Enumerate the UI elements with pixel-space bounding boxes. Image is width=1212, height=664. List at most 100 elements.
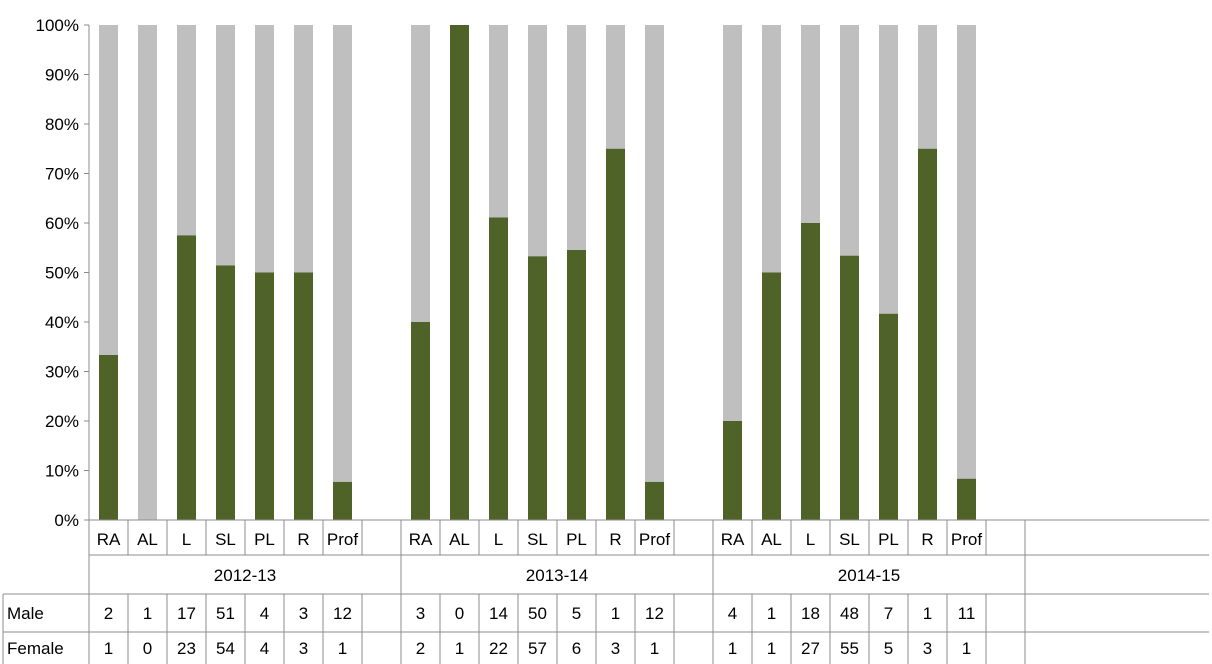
group-label: 2014-15 [838, 566, 900, 585]
bar-male [567, 25, 586, 250]
bar-female [99, 355, 118, 520]
table-cell: 1 [923, 604, 932, 623]
table-cell: 17 [177, 604, 196, 623]
bar-male [957, 25, 976, 479]
bar-female [957, 478, 976, 520]
y-tick-label: 30% [45, 363, 79, 382]
table-cell: 12 [333, 604, 352, 623]
y-tick-label: 60% [45, 214, 79, 233]
bar-male [411, 25, 430, 322]
table-cell: 3 [299, 604, 308, 623]
bar-female [216, 265, 235, 520]
table-cell: 48 [840, 604, 859, 623]
y-tick-label: 100% [36, 16, 79, 35]
bar-female [762, 272, 781, 520]
table-cell: 57 [528, 639, 547, 658]
category-label: R [297, 530, 309, 549]
table-cell: 11 [958, 604, 976, 623]
category-label: Prof [639, 530, 670, 549]
group-label: 2013-14 [526, 566, 588, 585]
bar-male [294, 25, 313, 273]
y-tick-label: 10% [45, 462, 79, 481]
table-cell: 3 [611, 639, 620, 658]
y-tick-label: 80% [45, 115, 79, 134]
bar-male [333, 25, 352, 482]
table-cell: 6 [572, 639, 581, 658]
category-label: SL [215, 530, 236, 549]
bar-male [840, 25, 859, 256]
axes-layer [84, 24, 1209, 521]
table-cell: 4 [260, 604, 269, 623]
table-cell: 1 [767, 604, 776, 623]
bar-male [918, 25, 937, 149]
category-label: RA [721, 530, 745, 549]
table-cell: 0 [143, 639, 152, 658]
y-tick-label: 0% [54, 511, 79, 530]
bar-male [99, 25, 118, 355]
table-cell: 7 [884, 604, 893, 623]
table-cell: 1 [962, 639, 971, 658]
table-cell: 55 [840, 639, 859, 658]
table-cell: 1 [143, 604, 152, 623]
table-cell: 3 [923, 639, 932, 658]
category-label: RA [409, 530, 433, 549]
table-cell: 22 [489, 639, 508, 658]
category-label: L [806, 530, 815, 549]
bar-male [255, 25, 274, 273]
category-label: PL [566, 530, 587, 549]
category-label: AL [137, 530, 158, 549]
bar-male [528, 25, 547, 257]
table-cell: 1 [767, 639, 776, 658]
bar-female [567, 250, 586, 520]
y-tick-label: 20% [45, 412, 79, 431]
bar-female [411, 322, 430, 520]
table-cell: 2 [104, 604, 113, 623]
row-label-female: Female [7, 639, 64, 658]
bar-female [177, 235, 196, 520]
category-label: L [182, 530, 191, 549]
bar-male [138, 25, 157, 520]
bar-male [216, 25, 235, 266]
table-cell: 2 [416, 639, 425, 658]
bar-male [762, 25, 781, 273]
group-label: 2012-13 [214, 566, 276, 585]
category-label: R [609, 530, 621, 549]
bar-female [294, 272, 313, 520]
y-tick-labels: 0% 10% 20% 30% 40% 50% 60% 70% 80% 90% 100% [36, 16, 79, 530]
category-label: PL [878, 530, 899, 549]
bar-male [489, 25, 508, 218]
table-cell: 0 [455, 604, 464, 623]
bar-female [450, 25, 469, 520]
bar-female [918, 148, 937, 520]
bar-male [645, 25, 664, 482]
category-label: R [921, 530, 933, 549]
bar-female [879, 313, 898, 520]
table-cell: 5 [884, 639, 893, 658]
category-label: AL [761, 530, 782, 549]
category-label: PL [254, 530, 275, 549]
category-label: SL [839, 530, 860, 549]
data-table: RA AL L SL PL R Prof RA AL L SL PL R Prof RA AL L SL PL R Pr… [2, 520, 1209, 664]
bar-female [528, 256, 547, 520]
table-cell: 54 [216, 639, 235, 658]
table-cell: 23 [177, 639, 196, 658]
category-label: Prof [327, 530, 358, 549]
bar-female [645, 481, 664, 520]
row-label-male: Male [7, 604, 44, 623]
table-cell: 27 [801, 639, 820, 658]
bar-male [879, 25, 898, 314]
table-cell: 4 [260, 639, 269, 658]
bar-male [801, 25, 820, 223]
bar-male [723, 25, 742, 421]
table-cell: 18 [801, 604, 820, 623]
bar-female [255, 272, 274, 520]
bar-female [801, 223, 820, 520]
table-cell: 4 [728, 604, 737, 623]
y-tick-label: 40% [45, 313, 79, 332]
table-cell: 5 [572, 604, 581, 623]
category-label: RA [97, 530, 121, 549]
bar-female [333, 481, 352, 520]
table-cell: 51 [216, 604, 235, 623]
table-cell: 1 [455, 639, 464, 658]
bar-female [606, 148, 625, 520]
